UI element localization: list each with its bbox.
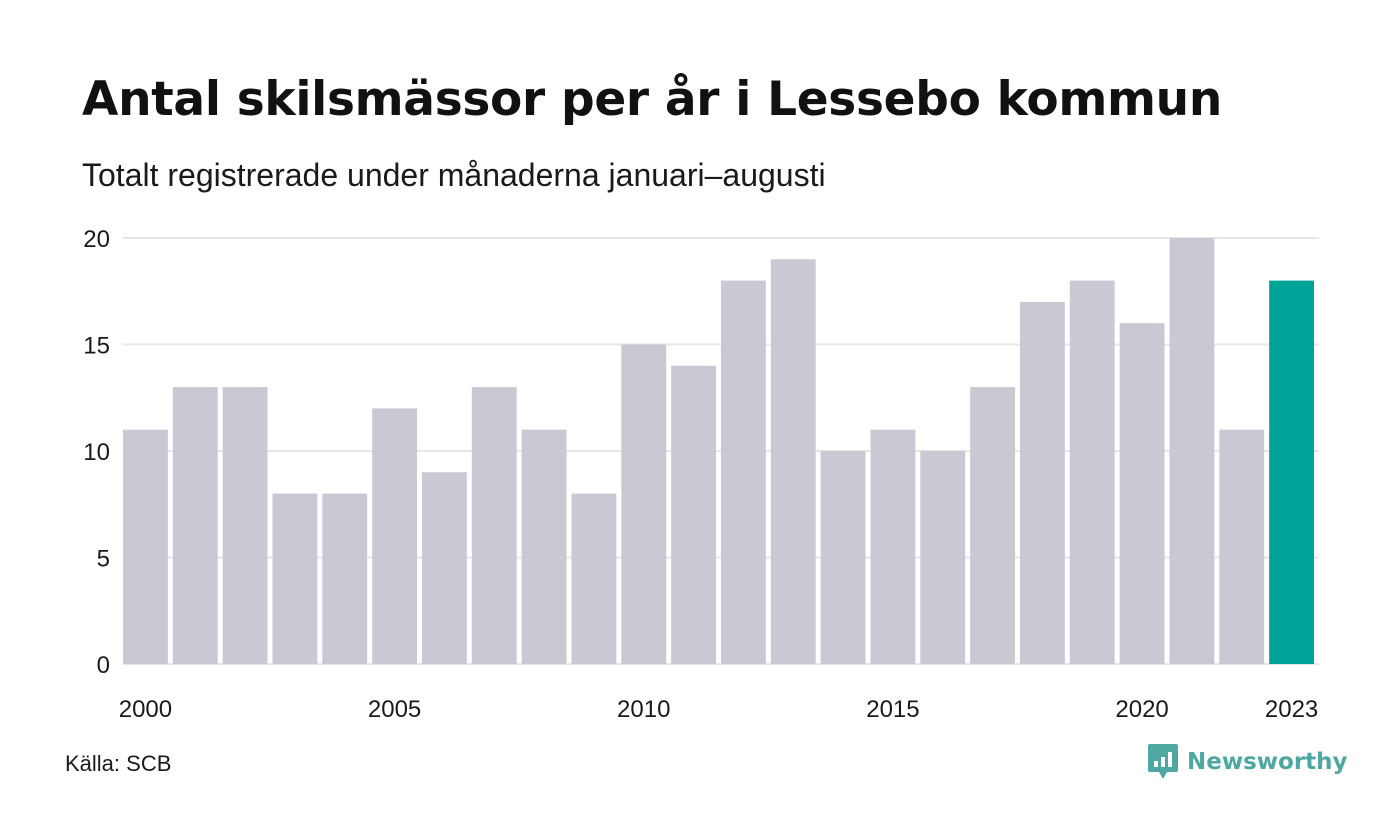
y-tick-label-15: 15 — [83, 333, 110, 360]
bar-2003 — [272, 493, 318, 664]
bar-2020 — [1119, 323, 1165, 664]
bar-2022 — [1219, 429, 1265, 664]
bars — [123, 238, 1314, 664]
bar-2014 — [820, 451, 866, 664]
bar-2008 — [521, 429, 567, 664]
brand-name: Newsworthy — [1187, 749, 1348, 775]
bar-2001 — [172, 387, 218, 664]
y-axis-tick-labels: 0 5 10 15 20 — [83, 226, 110, 679]
y-tick-label-10: 10 — [83, 439, 110, 466]
y-tick-label-20: 20 — [83, 226, 110, 253]
bar-2018 — [1020, 301, 1065, 664]
chart-subtitle: Totalt registrerade under månaderna janu… — [82, 157, 826, 193]
bar-2006 — [422, 472, 467, 664]
bar-2019 — [1069, 280, 1115, 664]
x-tick-label-2015: 2015 — [866, 696, 919, 723]
bar-2010 — [621, 344, 667, 664]
x-axis-tick-labels: 2000 2005 2010 2015 2020 2023 — [119, 696, 1319, 723]
bar-2023 — [1269, 280, 1314, 664]
x-tick-label-2020: 2020 — [1115, 696, 1168, 723]
x-tick-label-2005: 2005 — [368, 696, 421, 723]
x-tick-label-2000: 2000 — [119, 696, 172, 723]
bar-2011 — [671, 365, 716, 664]
bar-2007 — [471, 387, 517, 664]
bar-2012 — [721, 280, 766, 664]
bar-2015 — [870, 429, 916, 664]
bar-2000 — [123, 429, 168, 664]
bar-2021 — [1169, 238, 1215, 664]
brand-logo: Newsworthy — [1148, 744, 1348, 780]
chart-title: Antal skilsmässor per år i Lessebo kommu… — [82, 72, 1222, 127]
bar-2017 — [970, 387, 1015, 664]
y-tick-label-5: 5 — [97, 546, 110, 573]
x-tick-label-2023: 2023 — [1265, 696, 1318, 723]
bar-2004 — [322, 493, 368, 664]
source-note: Källa: SCB — [65, 751, 172, 776]
bar-2002 — [222, 387, 268, 664]
y-tick-label-0: 0 — [97, 652, 110, 679]
bar-2013 — [770, 259, 816, 664]
x-tick-label-2010: 2010 — [617, 696, 670, 723]
bar-2016 — [920, 451, 966, 664]
bar-2005 — [372, 408, 417, 664]
bar-2009 — [571, 493, 617, 664]
bar-chart-speech-bubble-icon — [1148, 744, 1178, 779]
